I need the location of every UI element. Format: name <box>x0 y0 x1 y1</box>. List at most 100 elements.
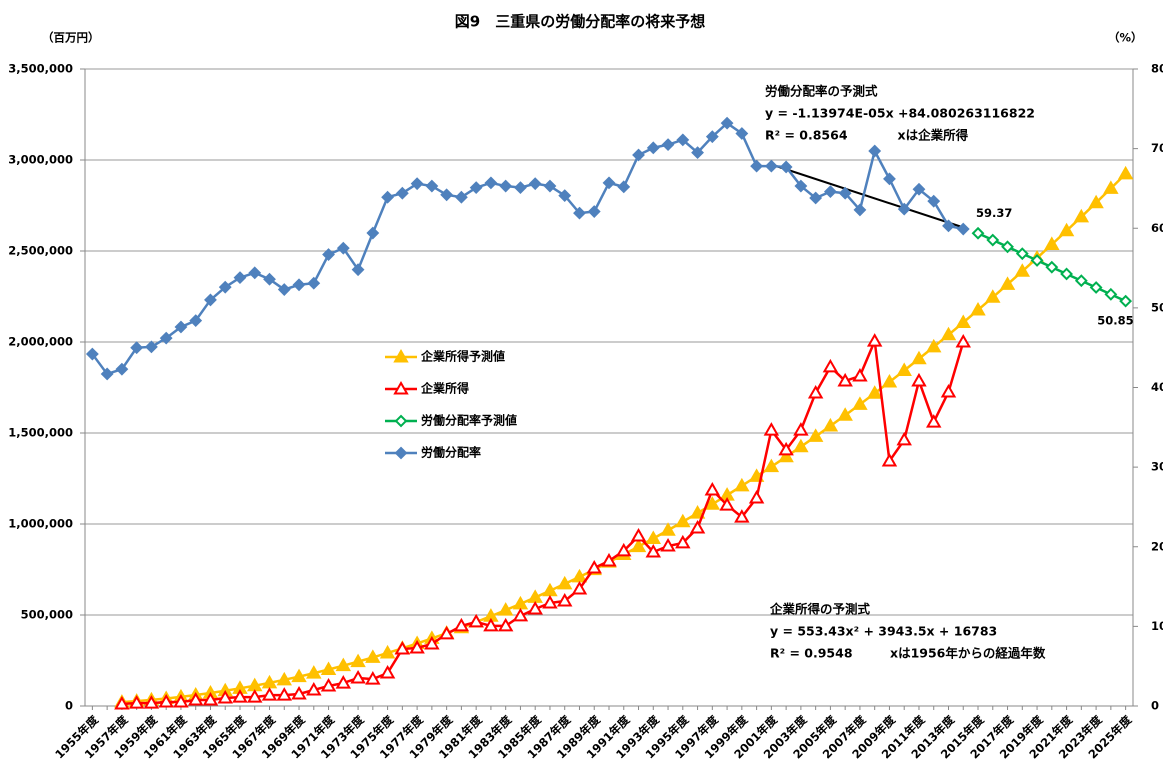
series-line <box>91 121 964 376</box>
marker <box>189 314 203 328</box>
annotation: 企業所得の予測式 <box>769 602 871 617</box>
marker <box>202 691 219 706</box>
marker <box>793 422 809 436</box>
marker <box>764 159 778 173</box>
marker <box>335 657 352 672</box>
marker <box>365 671 381 685</box>
marker <box>556 592 573 607</box>
marker <box>630 527 647 542</box>
marker <box>306 665 322 679</box>
marker <box>734 509 750 523</box>
marker <box>1117 165 1134 180</box>
y2-axis-label: （%） <box>1108 31 1143 45</box>
marker <box>793 438 809 453</box>
marker <box>204 293 217 307</box>
marker <box>763 458 780 473</box>
marker <box>1089 281 1103 294</box>
marker <box>838 186 852 200</box>
marker <box>440 188 454 202</box>
marker <box>558 189 572 203</box>
marker <box>514 181 527 195</box>
marker <box>809 191 823 205</box>
marker <box>527 600 543 615</box>
marker <box>218 280 232 294</box>
data-label: 59.37 <box>976 206 1012 220</box>
marker <box>291 668 307 683</box>
marker <box>675 513 691 528</box>
marker <box>896 362 912 376</box>
marker <box>320 677 337 692</box>
marker <box>409 639 425 654</box>
marker <box>394 641 411 655</box>
series-line <box>121 336 965 706</box>
marker <box>542 594 558 609</box>
marker <box>114 695 130 710</box>
y2-tick-label: 40 <box>1151 380 1163 394</box>
y-tick-label: 2,500,000 <box>8 244 73 258</box>
marker <box>881 373 898 388</box>
y2-tick-label: 10 <box>1151 619 1163 633</box>
marker <box>630 538 647 553</box>
marker <box>661 138 675 152</box>
marker <box>587 205 601 218</box>
marker <box>971 226 985 240</box>
legend-label: 労働分配率 <box>421 445 481 460</box>
marker <box>1030 254 1044 267</box>
y2-tick-label: 0 <box>1151 699 1159 713</box>
legend-label: 労働分配率予測値 <box>421 413 517 428</box>
marker <box>365 649 381 663</box>
marker <box>484 176 498 190</box>
marker <box>261 687 278 701</box>
marker <box>866 385 883 399</box>
marker <box>174 320 188 334</box>
marker <box>970 301 986 316</box>
marker <box>704 496 721 510</box>
marker <box>883 172 896 186</box>
marker <box>794 179 808 193</box>
annotation: R² = 0.8564 xは企業所得 <box>765 128 969 143</box>
marker <box>940 384 957 398</box>
marker <box>306 681 322 696</box>
y-tick-label: 0 <box>65 699 73 713</box>
y-tick-label: 1,500,000 <box>8 426 73 440</box>
data-label: 50.85 <box>1097 314 1133 328</box>
marker <box>822 417 839 432</box>
marker <box>159 331 173 345</box>
marker <box>336 241 350 255</box>
marker <box>778 448 794 463</box>
marker <box>748 489 765 504</box>
marker <box>675 534 691 549</box>
marker <box>366 226 380 240</box>
marker <box>1014 263 1031 277</box>
series <box>114 333 971 710</box>
marker <box>660 522 676 536</box>
annotation: R² = 0.9548 xは1956年からの経過年数 <box>770 646 1046 661</box>
trend-line <box>772 164 966 229</box>
marker <box>868 144 882 158</box>
marker <box>956 222 970 236</box>
marker <box>483 617 499 632</box>
y-tick-label: 2,000,000 <box>8 335 73 349</box>
marker <box>999 276 1016 290</box>
y-tick-label: 500,000 <box>21 608 73 622</box>
annotation: y = -1.13974E-05x +84.080263116822 <box>765 106 1035 121</box>
marker <box>823 185 837 199</box>
legend-marker <box>394 446 408 460</box>
y2-tick-label: 70 <box>1151 141 1163 155</box>
marker <box>853 203 867 217</box>
marker <box>320 661 337 676</box>
marker <box>115 362 129 376</box>
marker <box>379 665 396 679</box>
marker <box>173 693 189 708</box>
marker <box>247 689 263 703</box>
marker <box>1001 240 1014 254</box>
marker <box>866 333 883 347</box>
marker <box>955 333 971 348</box>
marker <box>128 695 145 709</box>
marker <box>276 671 292 686</box>
marker <box>145 340 158 354</box>
marker <box>942 219 955 233</box>
legend-marker <box>393 380 409 395</box>
chart-title: 図9 三重県の労働分配率の将来予想 <box>455 13 705 31</box>
marker <box>1088 194 1104 209</box>
